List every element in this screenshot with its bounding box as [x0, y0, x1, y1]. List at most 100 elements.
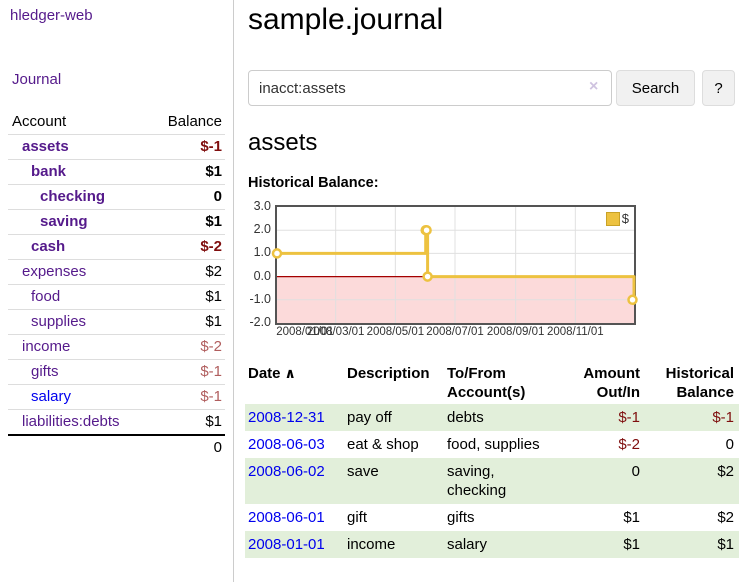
transaction-description-cell: eat & shop [347, 436, 419, 453]
account-link[interactable]: food [31, 288, 61, 305]
transaction-row: 2008-01-01 income salary $1 $1 [245, 531, 739, 558]
account-row: bank $1 [8, 159, 225, 185]
transaction-date-link[interactable]: 2008-06-02 [248, 463, 325, 480]
account-name-cell: liabilities:debts [8, 410, 151, 436]
account-link[interactable]: cash [31, 238, 66, 255]
column-header-description: Description [347, 365, 430, 382]
app-title-link[interactable]: hledger-web [10, 7, 93, 24]
transaction-row: 2008-06-01 gift gifts $1 $2 [245, 504, 739, 531]
amount-header-line1: Amount [583, 365, 640, 382]
account-link[interactable]: supplies [31, 313, 87, 330]
data-point-marker [421, 224, 432, 236]
transaction-balance-cell: $2 [642, 458, 739, 504]
transactions-table: Date ∧ Description To/From Account(s) Amou… [245, 362, 739, 558]
balance-header-line2: Balance [676, 384, 734, 401]
transaction-balance-cell: $1 [642, 531, 739, 558]
transaction-accounts-cell: debts [447, 404, 557, 431]
transaction-description-cell: pay off [347, 404, 447, 431]
x-tick-label: 2008/07/01 [426, 326, 484, 338]
sidebar: hledger-web Journal Account Balance asse… [0, 0, 234, 582]
account-name-cell: saving [8, 210, 151, 235]
account-heading: assets [248, 129, 318, 156]
account-balance: $1 [205, 313, 222, 330]
transaction-date-link[interactable]: 2008-01-01 [248, 536, 325, 553]
date-header-label: Date [248, 365, 281, 382]
account-row: expenses $2 [8, 259, 225, 285]
accounts-header-line2: Account(s) [447, 384, 526, 401]
account-balance: $-1 [200, 388, 222, 405]
accounts-total-row: 0 [8, 435, 225, 460]
account-balance: $1 [205, 413, 222, 430]
transaction-accounts-cell: food, supplies [447, 436, 540, 453]
account-link[interactable]: salary [31, 388, 72, 405]
account-link[interactable]: assets [22, 138, 69, 155]
accounts-table: Account Balance assets $-1 bank $1 checking 0… [8, 110, 225, 460]
account-name-cell: cash [8, 235, 151, 260]
balance-header-line1: Historical [665, 365, 734, 382]
account-balance: $2 [205, 263, 222, 280]
account-balance: $-2 [200, 238, 222, 255]
clear-search-icon[interactable]: × [589, 78, 599, 95]
y-tick-label: 2.0 [253, 222, 271, 237]
transaction-date-link[interactable]: 2008-06-01 [248, 509, 325, 526]
column-header-balance: Historical Balance [642, 362, 739, 404]
legend-swatch-icon [605, 211, 620, 226]
account-row: assets $-1 [8, 134, 225, 160]
transaction-date-cell: 2008-06-03 [245, 431, 347, 458]
page-title: sample.journal [248, 3, 444, 36]
account-row: cash $-2 [8, 234, 225, 260]
account-row: income $-2 [8, 334, 225, 360]
account-name-cell: food [8, 285, 151, 310]
data-point-marker [627, 294, 638, 306]
transaction-description-cell: income [347, 531, 447, 558]
historical-balance-chart: 3.0 2.0 1.0 0.0 -1.0 -2.0 2008/01/01 2008/03/0… [249, 199, 638, 338]
transaction-accounts-cell: salary [447, 531, 557, 558]
column-header-date[interactable]: Date ∧ [245, 362, 347, 404]
y-tick-label: 1.0 [253, 245, 271, 260]
accounts-header-row: Account Balance [8, 110, 225, 135]
search-input[interactable] [248, 70, 612, 106]
account-link[interactable]: checking [40, 188, 106, 205]
account-balance: 0 [213, 188, 222, 205]
chart-title: Historical Balance: [248, 175, 379, 191]
account-link[interactable]: liabilities:debts [22, 413, 120, 430]
x-tick-label: 2008/11/01 [546, 326, 604, 338]
transaction-date-cell: 2008-01-01 [245, 531, 347, 558]
account-link[interactable]: saving [40, 213, 88, 230]
account-link[interactable]: income [22, 338, 71, 355]
account-row: salary $-1 [8, 384, 225, 410]
x-tick-label: 2008/09/01 [486, 326, 545, 338]
account-balance: $1 [205, 288, 222, 305]
account-row: saving $1 [8, 209, 225, 235]
transaction-balance-cell: $2 [717, 509, 734, 526]
search-button[interactable]: Search [616, 70, 695, 106]
transaction-amount-cell: $-2 [618, 436, 640, 453]
data-point-marker [422, 271, 433, 282]
account-name-cell: gifts [8, 360, 151, 385]
account-link[interactable]: gifts [31, 363, 59, 380]
y-tick-label: 3.0 [253, 199, 271, 213]
account-link[interactable]: expenses [22, 263, 87, 280]
sidebar-item-journal[interactable]: Journal [12, 71, 62, 88]
account-name-cell: salary [8, 385, 151, 410]
account-row: food $1 [8, 284, 225, 310]
help-button[interactable]: ? [702, 70, 735, 106]
account-name-cell: bank [8, 160, 151, 185]
account-link[interactable]: bank [31, 163, 67, 180]
accounts-header-balance: Balance [167, 113, 222, 130]
account-balance: $-1 [200, 138, 222, 155]
x-tick-label: 2008/05/01 [366, 326, 425, 338]
balance-chart-svg [271, 207, 638, 323]
accounts-total-value: 0 [213, 439, 222, 456]
account-name-cell: checking [8, 185, 151, 210]
transaction-accounts-cell: saving, checking [447, 458, 557, 504]
transaction-description-cell: gift [347, 509, 368, 526]
account-name-cell: expenses [8, 260, 151, 285]
chart-legend: $ [603, 210, 631, 227]
transaction-date-link[interactable]: 2008-06-03 [248, 436, 325, 453]
y-tick-label: -2.0 [249, 315, 271, 329]
column-header-accounts: To/From Account(s) [447, 362, 557, 404]
x-tick-label: 2008/01/01 [276, 326, 334, 338]
transaction-date-link[interactable]: 2008-12-31 [248, 409, 325, 426]
